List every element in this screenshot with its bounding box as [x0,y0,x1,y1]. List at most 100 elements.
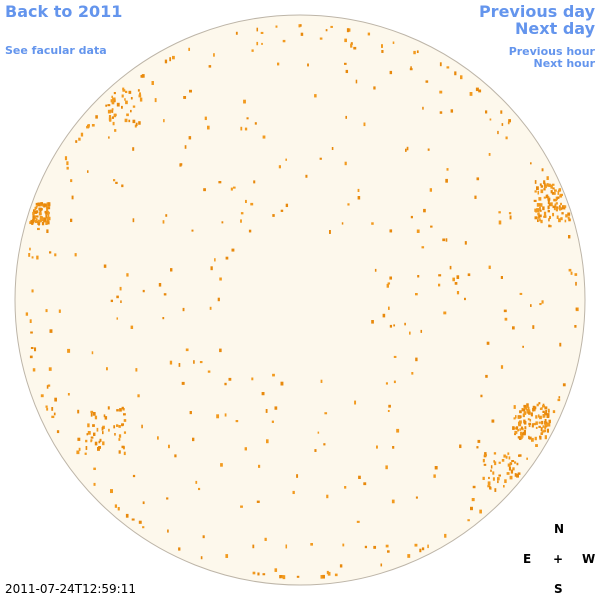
speck [132,119,136,124]
speck [111,116,114,119]
speck [538,197,542,201]
speck [550,184,553,189]
speck [513,405,516,409]
speck [109,118,112,122]
speck [35,202,39,206]
speck [344,161,347,166]
speck [107,406,110,410]
speck [110,489,113,494]
speck [107,109,111,114]
speck [519,415,522,419]
speck [548,419,551,424]
speck [33,218,36,222]
speck [534,180,537,184]
speck [544,182,546,186]
speck [520,426,523,429]
speck [575,281,577,286]
speck [554,192,556,195]
speck [531,437,534,442]
speck [568,268,572,272]
next-hour-link[interactable]: Next hour [533,57,596,70]
speck [250,202,254,206]
speck [558,188,562,192]
speck [421,547,425,551]
speck [314,94,317,98]
previous-hour-link[interactable]: Previous hour [508,45,595,58]
speck [252,544,255,549]
speck [137,89,140,92]
speck [251,377,254,381]
speck [507,463,511,467]
speck [411,372,414,375]
speck [112,98,115,101]
speck [158,283,162,287]
speck [75,140,78,143]
speck [305,174,308,178]
speck [254,122,257,125]
speck [322,574,325,579]
speck [512,326,515,330]
speck [330,25,333,28]
speck [262,135,266,139]
speck [442,238,446,242]
speck [29,319,32,324]
speck [99,438,102,442]
speck [537,414,540,418]
speck [102,431,104,435]
speck [491,419,495,423]
speck [542,425,545,428]
speck [124,118,128,123]
speck [393,355,397,358]
speck [561,205,565,209]
speck [374,268,377,272]
speck [85,439,88,443]
speck [542,404,545,408]
speck [539,218,541,222]
speck [44,210,47,214]
speck [501,459,505,462]
speck [118,425,121,428]
speck [191,229,194,232]
speck [548,218,550,222]
facular-link[interactable]: See facular data [5,44,107,57]
speck [486,341,490,345]
speck [256,27,259,32]
speck [132,105,136,108]
speck [439,62,442,67]
previous-day-link[interactable]: Previous day [478,2,595,21]
speck [279,575,282,579]
next-day-link[interactable]: Next day [515,19,595,38]
speck [494,488,497,492]
speck [542,410,545,414]
speck [296,474,299,478]
speck [534,190,537,193]
speck [536,403,539,407]
speck [518,454,520,457]
speck [545,410,548,414]
speck [334,573,338,577]
speck [135,368,138,372]
compass-west: W [582,552,596,566]
speck [121,105,123,109]
speck [415,496,418,499]
speck [539,435,542,438]
speck [41,221,45,226]
speck [514,433,517,436]
speck [170,268,173,272]
speck [132,218,135,223]
speck [213,53,215,57]
speck [326,494,329,499]
speck [86,125,89,129]
speck [46,208,49,212]
speck [41,203,45,207]
speck [518,422,522,427]
speck [49,251,52,254]
speck [490,465,493,469]
speck [549,215,552,219]
speck [39,211,41,216]
speck [94,415,98,420]
back-link[interactable]: Back to 2011 [5,2,123,21]
speck [253,180,256,184]
speck [539,407,542,411]
speck [92,412,96,416]
